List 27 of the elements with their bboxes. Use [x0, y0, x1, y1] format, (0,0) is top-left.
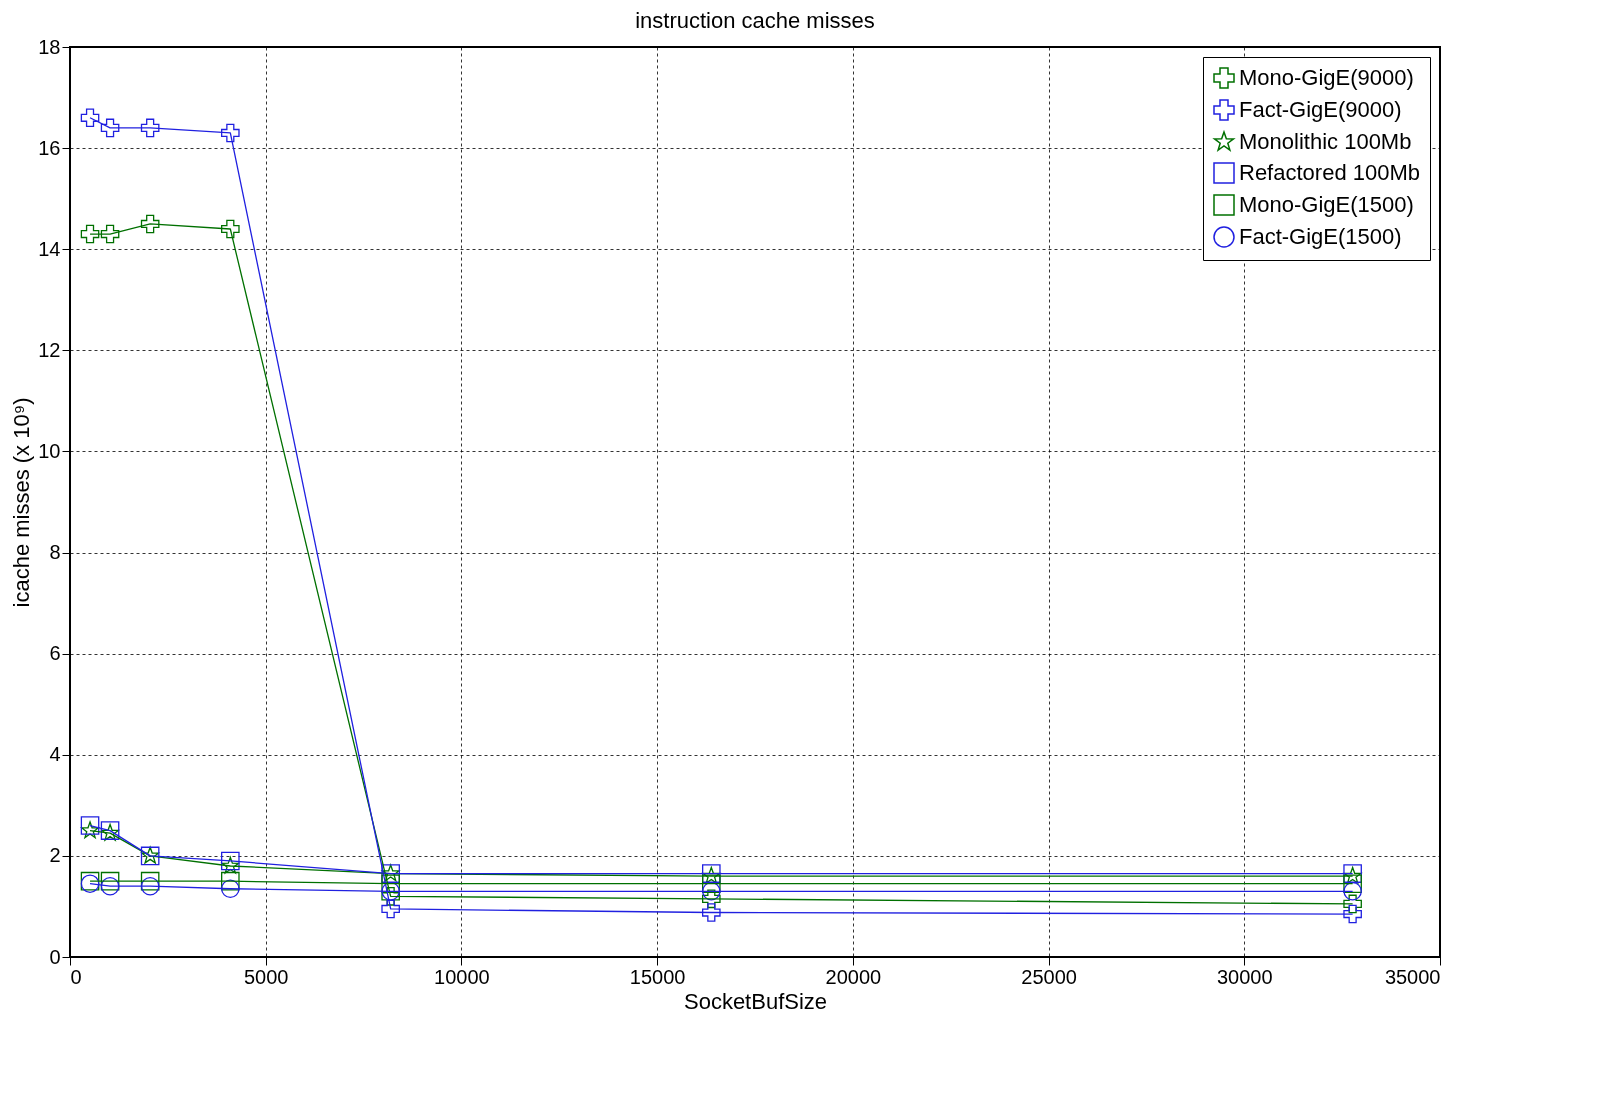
x-tick-label: 0	[70, 965, 82, 988]
y-tick-label: 18	[38, 35, 61, 58]
y-tick-label: 4	[49, 743, 61, 766]
x-tick-label: 35000	[1384, 965, 1441, 988]
x-tick-label: 10000	[434, 965, 490, 988]
x-axis-title: SocketBufSize	[683, 988, 828, 1014]
y-tick-label: 16	[38, 136, 61, 159]
x-tick-label: 5000	[243, 965, 289, 988]
x-tick-label: 15000	[629, 965, 686, 988]
y-tick-label: 14	[38, 237, 61, 260]
y-tick-label: 12	[38, 338, 61, 361]
y-tick-label: 8	[49, 541, 61, 564]
y-tick-label: 2	[49, 844, 61, 867]
legend-label: Fact-GigE(1500)	[1239, 224, 1402, 249]
x-tick-label: 25000	[1021, 965, 1077, 988]
y-tick-label: 0	[49, 945, 61, 968]
y-axis-title: icache misses (x 10⁹)	[9, 397, 35, 608]
chart-title: instruction cache misses	[635, 8, 875, 33]
legend-label: Monolithic 100Mb	[1239, 129, 1412, 154]
legend-label: Mono-GigE(9000)	[1239, 65, 1414, 90]
y-tick-label: 6	[49, 642, 61, 665]
legend-label: Refactored 100Mb	[1239, 160, 1420, 185]
x-tick-label: 20000	[825, 965, 882, 988]
y-tick-label: 10	[38, 439, 61, 462]
x-tick-label: 30000	[1216, 965, 1273, 988]
legend-label: Mono-GigE(1500)	[1239, 192, 1414, 217]
legend-label: Fact-GigE(9000)	[1239, 97, 1402, 122]
